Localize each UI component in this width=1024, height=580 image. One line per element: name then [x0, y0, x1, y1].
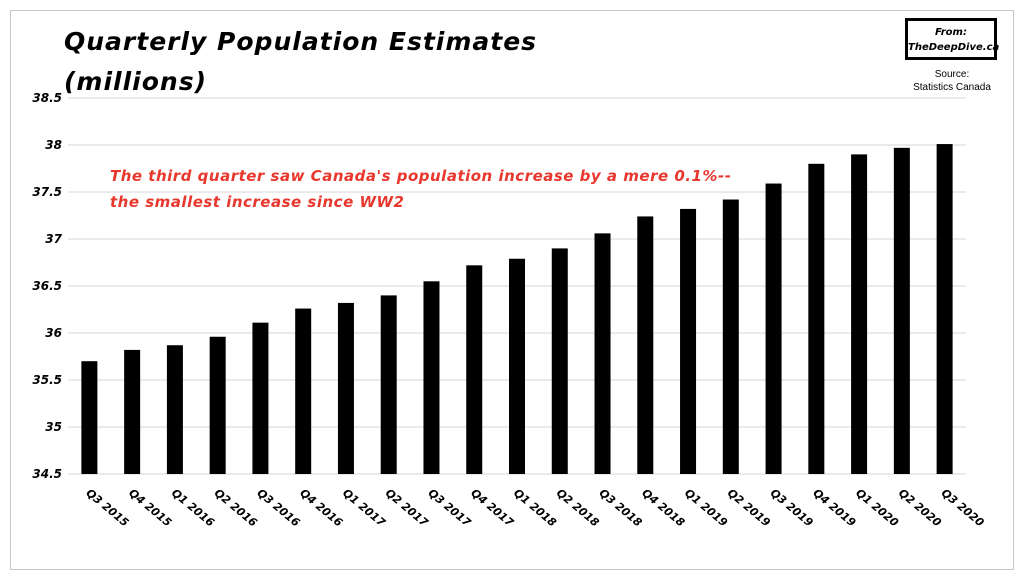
source-note: Source: Statistics Canada	[900, 68, 1004, 94]
x-tick-label: Q2 2020	[896, 486, 944, 529]
bar	[295, 308, 312, 474]
bar	[936, 144, 953, 474]
chart-title-block: Quarterly Population Estimates (millions…	[64, 22, 537, 102]
x-tick-label: Q2 2019	[725, 486, 773, 529]
x-tick-label: Q4 2017	[468, 486, 516, 529]
y-tick-label: 36	[45, 326, 62, 340]
bar	[337, 302, 354, 474]
x-tick-label: Q4 2019	[810, 486, 858, 529]
bar	[808, 163, 825, 475]
x-tick-label: Q1 2018	[511, 486, 559, 529]
x-tick-label: Q1 2019	[682, 486, 730, 529]
bar	[680, 208, 697, 475]
source-badge: From: TheDeepDive.ca	[905, 18, 1000, 60]
y-tick-label: 37	[45, 232, 62, 246]
x-tick-label: Q3 2020	[939, 486, 987, 529]
bar	[209, 336, 226, 474]
bar	[81, 361, 98, 474]
x-tick-label: Q4 2018	[639, 486, 687, 529]
x-tick-label: Q3 2015	[83, 486, 131, 529]
source-label: Source:	[934, 69, 970, 80]
bar	[722, 199, 739, 474]
y-axis-ticks: 34.5 35 35.5 36 36.5 37 37.5 38 38.5	[32, 91, 62, 481]
bar	[594, 233, 611, 474]
bar	[252, 322, 269, 474]
x-tick-label: Q1 2017	[340, 486, 388, 529]
chart-title: Quarterly Population Estimates	[64, 27, 538, 56]
bar	[509, 258, 525, 474]
y-tick-label: 38	[45, 138, 62, 152]
chart-subtitle: (millions)	[64, 67, 208, 96]
x-tick-label: Q1 2016	[169, 486, 217, 529]
bar	[893, 147, 910, 474]
x-tick-label: Q3 2016	[255, 486, 303, 529]
bar	[851, 154, 868, 474]
x-tick-label: Q4 2016	[297, 486, 345, 529]
x-tick-label: Q2 2017	[383, 486, 431, 529]
badge-line-from: From:	[935, 27, 967, 38]
y-tick-label: 38.5	[32, 91, 62, 105]
y-tick-label: 34.5	[32, 467, 62, 481]
source-name: Statistics Canada	[913, 82, 991, 93]
bar	[423, 281, 440, 474]
bar	[466, 265, 483, 474]
bars	[81, 144, 953, 475]
x-tick-label: Q4 2015	[126, 486, 174, 529]
bar	[124, 349, 141, 474]
x-tick-label: Q3 2019	[768, 486, 816, 529]
x-tick-label: Q2 2018	[554, 486, 602, 529]
y-tick-label: 36.5	[32, 279, 62, 293]
badge-line-site: TheDeepDive.ca	[908, 42, 1000, 53]
x-tick-label: Q3 2017	[426, 486, 474, 529]
x-tick-label: Q2 2016	[212, 486, 260, 529]
bar	[166, 345, 183, 474]
chart-annotation: The third quarter saw Canada's populatio…	[110, 167, 732, 211]
x-tick-label: Q1 2020	[853, 486, 901, 529]
bar	[380, 295, 397, 474]
bar	[637, 216, 654, 474]
bar	[551, 248, 568, 474]
y-tick-label: 37.5	[32, 185, 62, 199]
bar	[765, 183, 782, 475]
y-tick-label: 35.5	[32, 373, 62, 387]
y-tick-label: 35	[45, 420, 62, 434]
x-tick-label: Q3 2018	[597, 486, 645, 529]
